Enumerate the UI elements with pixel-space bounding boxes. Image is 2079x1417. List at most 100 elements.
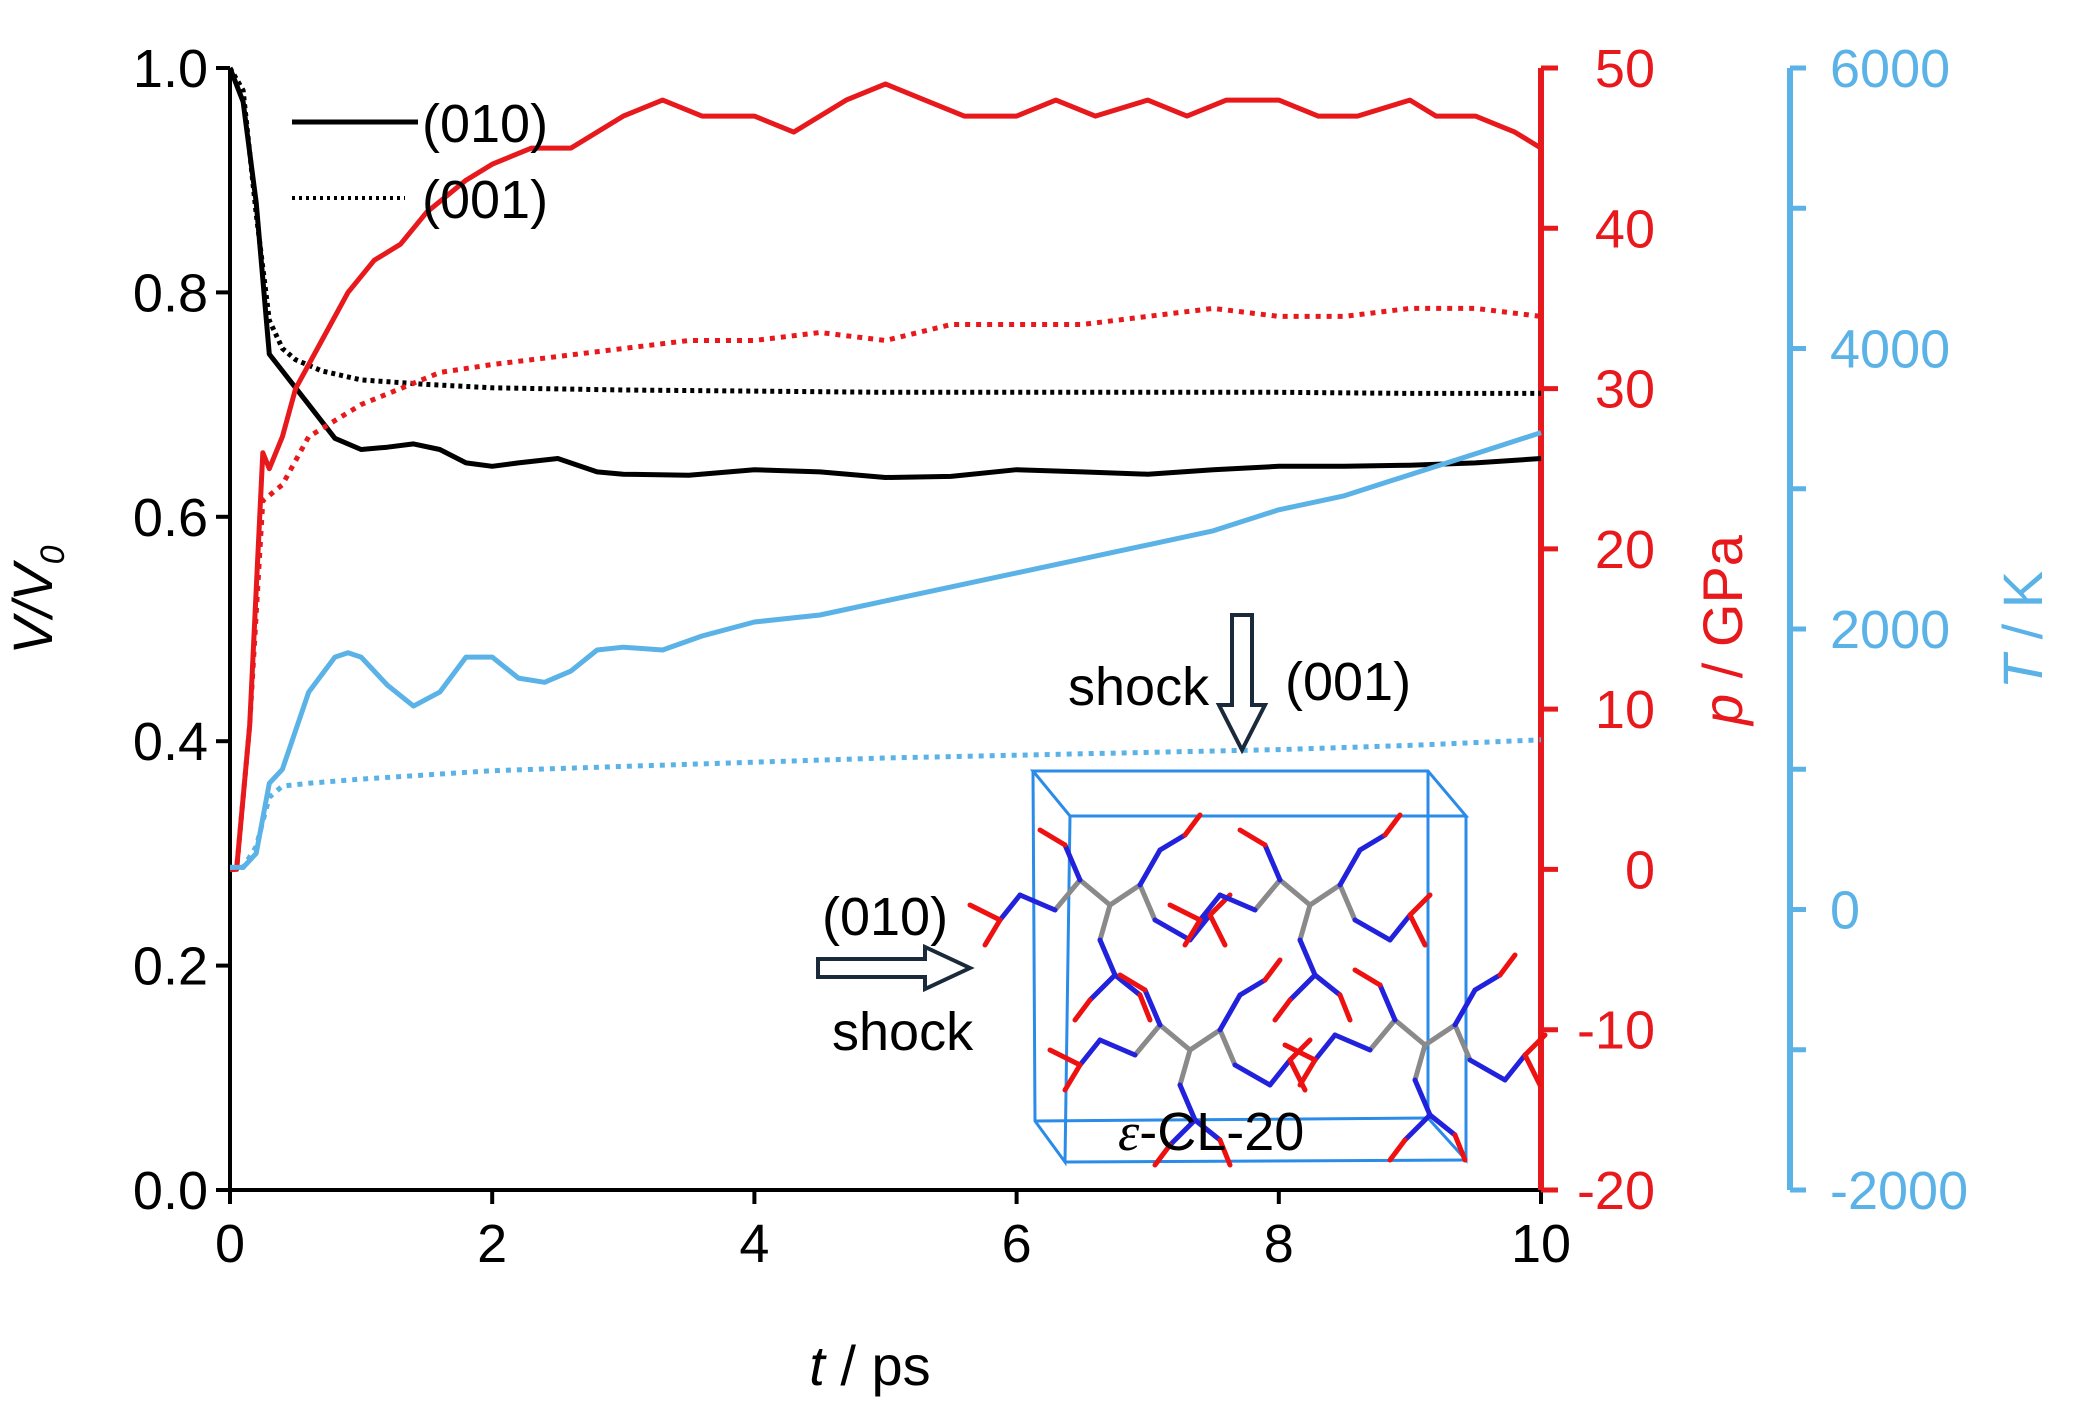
pressure-tick-label: 20: [1595, 520, 1655, 580]
left-y-tick-label: 1.0: [133, 39, 208, 99]
bond-stick: [1152, 917, 1193, 943]
bond-stick: [1392, 1017, 1428, 1048]
bond-stick: [1097, 937, 1118, 978]
bond-stick: [1262, 842, 1283, 883]
series-volume-dotted: [227, 66, 1541, 396]
inset-crystal-structure: ε-CL-20 shock (001) (010) shock: [816, 613, 1548, 1168]
bond-stick: [1142, 987, 1163, 1028]
bond-stick: [1137, 847, 1163, 888]
bond-stick: [1132, 1022, 1163, 1058]
axis-ticks: 0 2 4 6 8 10 0.0 0.2 0.4 0.6 0.8 1.0 -20 -10 0 10 20 30 40…: [133, 39, 1968, 1274]
bond-stick: [1192, 1117, 1223, 1143]
bond-stick: [1352, 967, 1383, 988]
bond-stick: [1297, 1057, 1318, 1088]
series-temperature-solid: [230, 430, 1542, 870]
pressure-tick-label: 30: [1595, 360, 1655, 420]
bond-stick: [1207, 912, 1228, 948]
bond-stick: [1047, 1047, 1083, 1068]
bond-stick: [1382, 812, 1403, 838]
bond-stick: [1422, 1022, 1458, 1048]
pressure-tick-label: 50: [1595, 39, 1655, 99]
x-tick-label: 6: [1002, 1214, 1032, 1274]
bond-stick: [1297, 937, 1318, 978]
shock-left-direction: (010): [822, 887, 948, 947]
bond-stick: [1112, 972, 1143, 998]
bond-stick: [1167, 1117, 1198, 1148]
bond-stick: [1267, 1057, 1293, 1088]
bond-stick: [1097, 1037, 1138, 1058]
x-axis-title: t / ps: [809, 1334, 930, 1397]
bond-stick: [1332, 1032, 1373, 1053]
bond-stick: [1177, 1082, 1198, 1123]
bond-stick: [1387, 912, 1413, 943]
temperature-tick-label: -2000: [1830, 1161, 1968, 1221]
bond-stick: [1272, 997, 1293, 1023]
bond-stick: [1232, 1062, 1273, 1088]
bond-stick: [1352, 917, 1393, 943]
shock-top-direction: (001): [1285, 652, 1411, 712]
bond-stick: [1077, 877, 1113, 908]
bond-stick: [1357, 832, 1388, 853]
left-y-tick-label: 0.0: [133, 1161, 208, 1221]
bond-stick: [1522, 1052, 1543, 1088]
bond-stick: [1427, 1112, 1458, 1138]
left-y-tick-label: 0.6: [133, 488, 208, 548]
left-y-tick-label: 0.4: [133, 712, 208, 772]
bond-stick: [1297, 902, 1313, 943]
shock-top-word: shock: [1068, 657, 1210, 717]
bond-stick: [1407, 892, 1433, 918]
bond-stick: [1452, 1132, 1468, 1163]
bond-stick: [1062, 1062, 1083, 1093]
bond-stick: [1167, 902, 1203, 923]
structure-label: ε-CL-20: [1118, 1102, 1304, 1162]
legend-label-dotted: (001): [422, 170, 548, 230]
pressure-tick-label: -10: [1577, 1001, 1655, 1061]
x-tick-label: 2: [477, 1214, 507, 1274]
bond-stick: [1412, 1042, 1428, 1083]
bond-stick: [1367, 1017, 1398, 1053]
legend: (010) (001): [292, 94, 548, 230]
data-series: [227, 66, 1543, 872]
bond-stick: [1177, 1047, 1193, 1088]
bond-stick: [982, 917, 1003, 948]
temperature-tick-label: 2000: [1830, 600, 1950, 660]
unit-cell-box: [1029, 769, 1470, 1167]
bond-stick: [1452, 1022, 1473, 1063]
bond-stick: [1072, 997, 1093, 1023]
bond-stick: [1402, 1112, 1433, 1143]
bond-stick: [1217, 892, 1258, 913]
bond-stick: [1377, 982, 1398, 1023]
pressure-tick-label: 0: [1625, 840, 1655, 900]
pressure-tick-label: 40: [1595, 199, 1655, 259]
molecule-sticks: [967, 812, 1548, 1168]
series-pressure-dotted: [230, 305, 1542, 872]
bond-stick: [1277, 877, 1313, 908]
series-pressure-solid: [230, 81, 1543, 872]
shock-arrow-down-icon: [1215, 613, 1269, 755]
bond-stick: [1412, 1077, 1433, 1118]
bond-stick: [1197, 892, 1223, 923]
x-tick-label: 0: [215, 1214, 245, 1274]
bond-stick: [1312, 972, 1343, 998]
bond-stick: [1097, 902, 1113, 943]
bond-stick: [1287, 972, 1318, 1003]
bond-stick: [1182, 812, 1203, 838]
legend-label-solid: (010): [422, 94, 548, 154]
pressure-tick-label: -20: [1577, 1161, 1655, 1221]
bond-stick: [1472, 972, 1503, 993]
bond-stick: [1217, 992, 1243, 1033]
bond-stick: [1287, 1057, 1308, 1093]
bond-stick: [1307, 882, 1343, 908]
bond-stick: [1017, 892, 1058, 913]
bond-stick: [1337, 847, 1363, 888]
bond-stick: [1282, 1042, 1318, 1063]
bond-stick: [1187, 1027, 1223, 1053]
bond-stick: [1217, 1027, 1238, 1068]
bond-stick: [1217, 1137, 1233, 1168]
pressure-axis-title: p / GPa: [1691, 534, 1754, 727]
bond-stick: [1052, 877, 1083, 913]
bond-stick: [1337, 992, 1353, 1023]
bond-stick: [1152, 1142, 1173, 1168]
bond-stick: [1337, 882, 1358, 923]
